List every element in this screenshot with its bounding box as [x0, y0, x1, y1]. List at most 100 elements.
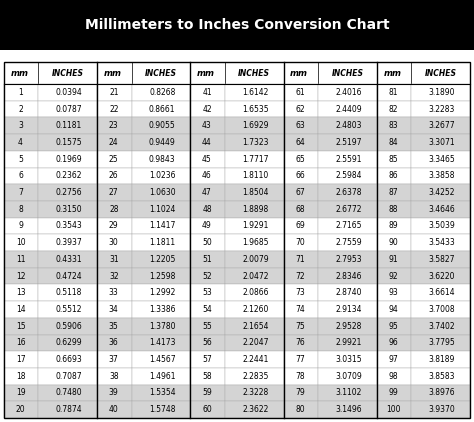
Bar	[38, 301, 97, 318]
Bar	[377, 251, 411, 268]
Bar	[97, 268, 132, 284]
Text: 1.8504: 1.8504	[242, 188, 269, 197]
Text: 91: 91	[389, 255, 398, 264]
Bar	[411, 84, 470, 101]
Text: 2.1654: 2.1654	[242, 322, 269, 331]
Text: 1.2205: 1.2205	[149, 255, 175, 264]
Bar	[132, 168, 191, 184]
Text: 87: 87	[389, 188, 398, 197]
Bar	[377, 284, 411, 301]
Text: 1.9685: 1.9685	[242, 238, 269, 247]
Bar	[191, 401, 225, 418]
Bar	[225, 151, 283, 168]
Bar	[97, 168, 132, 184]
Bar	[377, 168, 411, 184]
Bar	[97, 301, 132, 318]
Text: 38: 38	[109, 372, 118, 381]
Bar	[225, 62, 283, 84]
Text: Millimeters to Inches Conversion Chart: Millimeters to Inches Conversion Chart	[85, 18, 389, 32]
Bar	[4, 218, 38, 234]
Text: 2.5197: 2.5197	[336, 138, 362, 147]
Bar	[283, 268, 318, 284]
Bar	[318, 251, 377, 268]
Text: 2.4803: 2.4803	[336, 121, 362, 130]
Bar	[283, 301, 318, 318]
Bar	[225, 168, 283, 184]
Bar	[132, 318, 191, 335]
Bar	[38, 335, 97, 351]
Bar	[4, 62, 470, 418]
Bar	[97, 184, 132, 201]
Bar	[225, 368, 283, 384]
Bar	[191, 184, 225, 201]
Bar	[377, 351, 411, 368]
Bar	[225, 318, 283, 335]
Text: 22: 22	[109, 105, 118, 114]
Text: 3.4646: 3.4646	[428, 205, 455, 214]
Bar	[191, 318, 225, 335]
Text: 1.6929: 1.6929	[242, 121, 269, 130]
Bar	[318, 234, 377, 251]
Text: 2.6378: 2.6378	[336, 188, 362, 197]
Bar	[225, 251, 283, 268]
Bar	[283, 168, 318, 184]
Bar	[411, 218, 470, 234]
Bar	[97, 62, 132, 84]
Bar	[191, 251, 225, 268]
Text: 72: 72	[295, 271, 305, 281]
Text: 2.7953: 2.7953	[335, 255, 362, 264]
Bar	[97, 201, 132, 218]
Bar	[4, 101, 38, 117]
Text: 50: 50	[202, 238, 212, 247]
Bar	[411, 318, 470, 335]
Bar	[411, 101, 470, 117]
Text: 93: 93	[389, 288, 398, 297]
Text: 39: 39	[109, 388, 118, 398]
Text: INCHES: INCHES	[331, 68, 364, 78]
Bar	[283, 201, 318, 218]
Bar	[38, 101, 97, 117]
Bar	[377, 318, 411, 335]
Bar	[411, 384, 470, 401]
Bar	[191, 151, 225, 168]
Text: 2.9528: 2.9528	[336, 322, 362, 331]
Bar	[132, 401, 191, 418]
Text: 71: 71	[295, 255, 305, 264]
Text: 64: 64	[295, 138, 305, 147]
Text: 3.0315: 3.0315	[335, 355, 362, 364]
Bar	[377, 335, 411, 351]
Text: 0.3937: 0.3937	[55, 238, 82, 247]
Bar	[97, 284, 132, 301]
Text: 14: 14	[16, 305, 26, 314]
Bar	[38, 318, 97, 335]
Bar	[225, 101, 283, 117]
Bar	[411, 168, 470, 184]
Bar	[283, 117, 318, 134]
Bar	[377, 151, 411, 168]
Text: 1.4567: 1.4567	[149, 355, 175, 364]
Text: 2.1260: 2.1260	[242, 305, 269, 314]
Bar	[191, 62, 225, 84]
Bar	[283, 84, 318, 101]
Text: 81: 81	[389, 88, 398, 97]
Bar	[132, 62, 191, 84]
Text: 3.8189: 3.8189	[428, 355, 455, 364]
Bar	[132, 351, 191, 368]
Bar	[318, 351, 377, 368]
Text: 0.7087: 0.7087	[56, 372, 82, 381]
Bar	[318, 201, 377, 218]
Bar	[318, 301, 377, 318]
Bar	[225, 84, 283, 101]
Text: mm: mm	[197, 68, 215, 78]
Bar	[132, 234, 191, 251]
Bar	[132, 251, 191, 268]
Bar	[38, 351, 97, 368]
Text: 26: 26	[109, 171, 118, 180]
Text: 47: 47	[202, 188, 212, 197]
Bar	[283, 184, 318, 201]
Text: 0.0394: 0.0394	[55, 88, 82, 97]
Bar	[377, 101, 411, 117]
Text: 1.4173: 1.4173	[149, 338, 175, 347]
Text: 40: 40	[109, 405, 118, 414]
Text: 3.3858: 3.3858	[428, 171, 455, 180]
